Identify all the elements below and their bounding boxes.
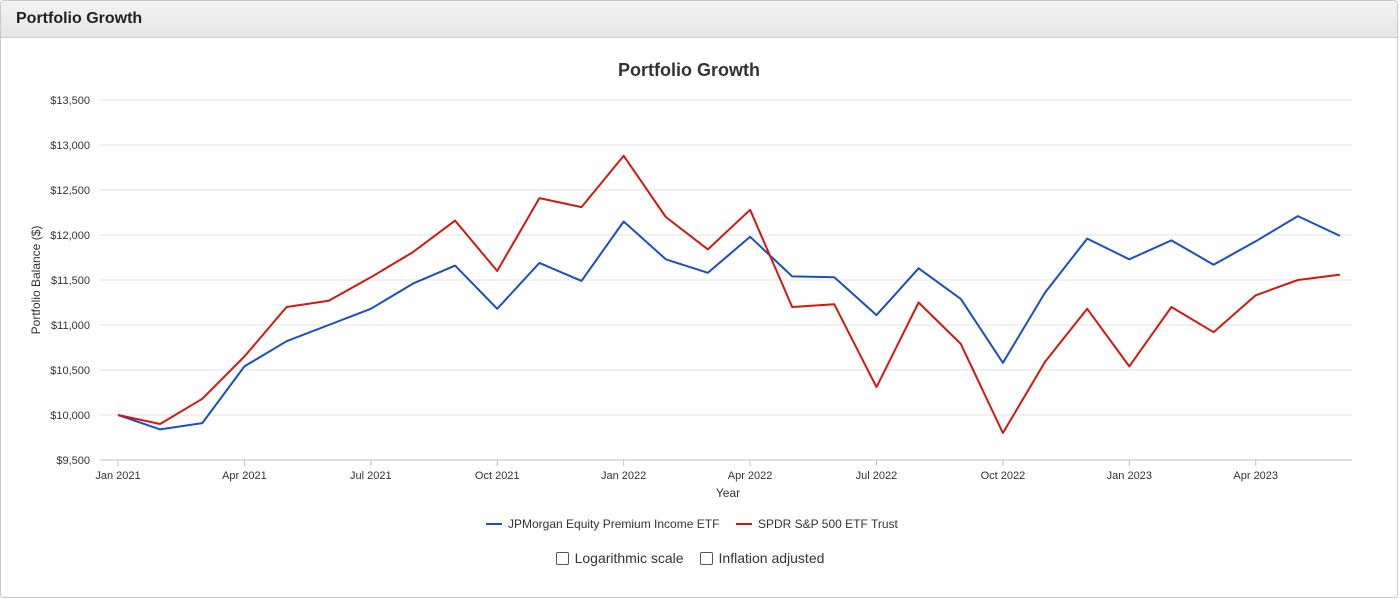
y-tick-label: $9,500 xyxy=(56,455,90,467)
y-tick-label: $12,500 xyxy=(50,185,90,197)
log-scale-label: Logarithmic scale xyxy=(574,550,684,566)
y-tick-label: $10,500 xyxy=(50,365,90,377)
x-tick-label: Jan 2021 xyxy=(95,470,140,482)
series-line-1 xyxy=(117,154,1341,434)
legend-label[interactable]: SPDR S&P 500 ETF Trust xyxy=(758,517,898,531)
y-axis-label: Portfolio Balance ($) xyxy=(29,226,43,335)
x-tick-label: Apr 2021 xyxy=(222,470,267,482)
inflation-adjusted-option[interactable]: Inflation adjusted xyxy=(699,550,825,566)
log-scale-option[interactable]: Logarithmic scale xyxy=(555,550,684,566)
inflation-adjusted-label: Inflation adjusted xyxy=(718,550,825,566)
x-tick-label: Jan 2022 xyxy=(601,470,646,482)
legend: JPMorgan Equity Premium Income ETF SPDR S… xyxy=(486,517,898,531)
panel-title: Portfolio Growth xyxy=(1,1,1397,38)
y-tick-label: $11,500 xyxy=(51,275,90,287)
x-tick-label: Apr 2023 xyxy=(1233,470,1278,482)
y-tick-label: $12,000 xyxy=(50,230,90,242)
y-tick-label: $11,000 xyxy=(51,320,90,332)
x-tick-label: Apr 2022 xyxy=(728,470,773,482)
y-tick-label: $13,000 xyxy=(50,140,90,152)
log-scale-checkbox[interactable] xyxy=(555,551,569,565)
series-line-0 xyxy=(117,215,1341,431)
legend-label[interactable]: JPMorgan Equity Premium Income ETF xyxy=(508,517,719,531)
x-tick-label: Jul 2021 xyxy=(350,470,392,482)
y-tick-label: $13,500 xyxy=(50,95,90,107)
y-tick-label: $10,000 xyxy=(50,410,90,422)
inflation-adjusted-checkbox[interactable] xyxy=(699,551,713,565)
chart-options: Logarithmic scale Inflation adjusted xyxy=(0,550,1380,566)
x-tick-label: Oct 2022 xyxy=(981,470,1026,482)
x-tick-label: Jul 2022 xyxy=(856,470,898,482)
x-tick-label: Jan 2023 xyxy=(1107,470,1152,482)
chart-title: Portfolio Growth xyxy=(618,60,760,80)
x-tick-label: Oct 2021 xyxy=(475,470,520,482)
x-axis-label: Year xyxy=(716,486,740,500)
